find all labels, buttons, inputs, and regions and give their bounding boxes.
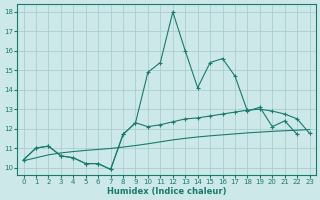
X-axis label: Humidex (Indice chaleur): Humidex (Indice chaleur) [107, 187, 226, 196]
